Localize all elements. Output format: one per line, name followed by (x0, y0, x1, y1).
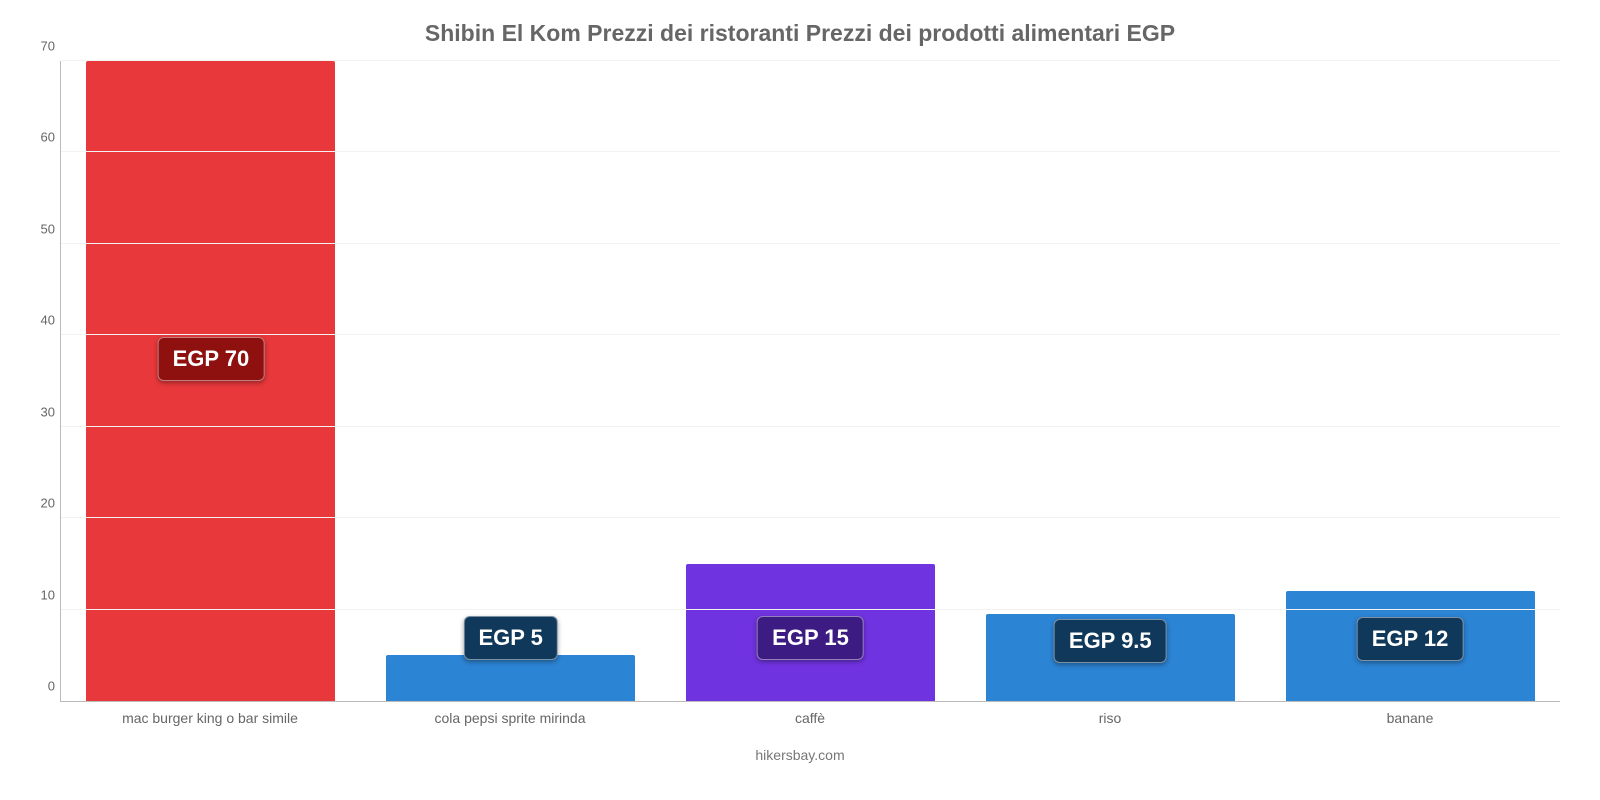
bar-slot: EGP 5 (361, 61, 661, 701)
value-badge: EGP 70 (158, 337, 265, 381)
grid-line (61, 151, 1560, 152)
x-tick-label: cola pepsi sprite mirinda (360, 702, 660, 741)
y-tick-label: 0 (21, 679, 55, 694)
grid-line (61, 243, 1560, 244)
x-tick-label: banane (1260, 702, 1560, 741)
bar-slot: EGP 70 (61, 61, 361, 701)
credit-text: hikersbay.com (20, 747, 1580, 763)
y-tick-label: 70 (21, 39, 55, 54)
bar-slot: EGP 15 (661, 61, 961, 701)
bar-slot: EGP 12 (1260, 61, 1560, 701)
chart-container: Shibin El Kom Prezzi dei ristoranti Prez… (0, 0, 1600, 800)
y-tick-label: 60 (21, 130, 55, 145)
x-axis: mac burger king o bar similecola pepsi s… (60, 701, 1560, 741)
plot-area: EGP 70EGP 5EGP 15EGP 9.5EGP 12 010203040… (60, 61, 1560, 701)
grid-line (61, 334, 1560, 335)
x-tick-label: mac burger king o bar simile (60, 702, 360, 741)
y-tick-label: 30 (21, 404, 55, 419)
bars-group: EGP 70 EGP 5 EGP 15 EGP 9.5 EGP 12 (61, 61, 1560, 701)
bar (86, 61, 335, 701)
x-tick-label: caffè (660, 702, 960, 741)
grid-line (61, 426, 1560, 427)
x-tick-label: riso (960, 702, 1260, 741)
value-badge: EGP 5 (463, 616, 557, 660)
bar-slot: EGP 9.5 (960, 61, 1260, 701)
y-tick-label: 10 (21, 587, 55, 602)
value-badge: EGP 9.5 (1054, 619, 1167, 663)
value-badge: EGP 12 (1357, 617, 1464, 661)
value-badge: EGP 15 (757, 616, 864, 660)
y-tick-label: 50 (21, 221, 55, 236)
grid-line (61, 609, 1560, 610)
chart-title: Shibin El Kom Prezzi dei ristoranti Prez… (20, 20, 1580, 47)
y-tick-label: 20 (21, 496, 55, 511)
bar (386, 655, 635, 701)
grid-line (61, 517, 1560, 518)
y-tick-label: 40 (21, 313, 55, 328)
grid-line (61, 60, 1560, 61)
